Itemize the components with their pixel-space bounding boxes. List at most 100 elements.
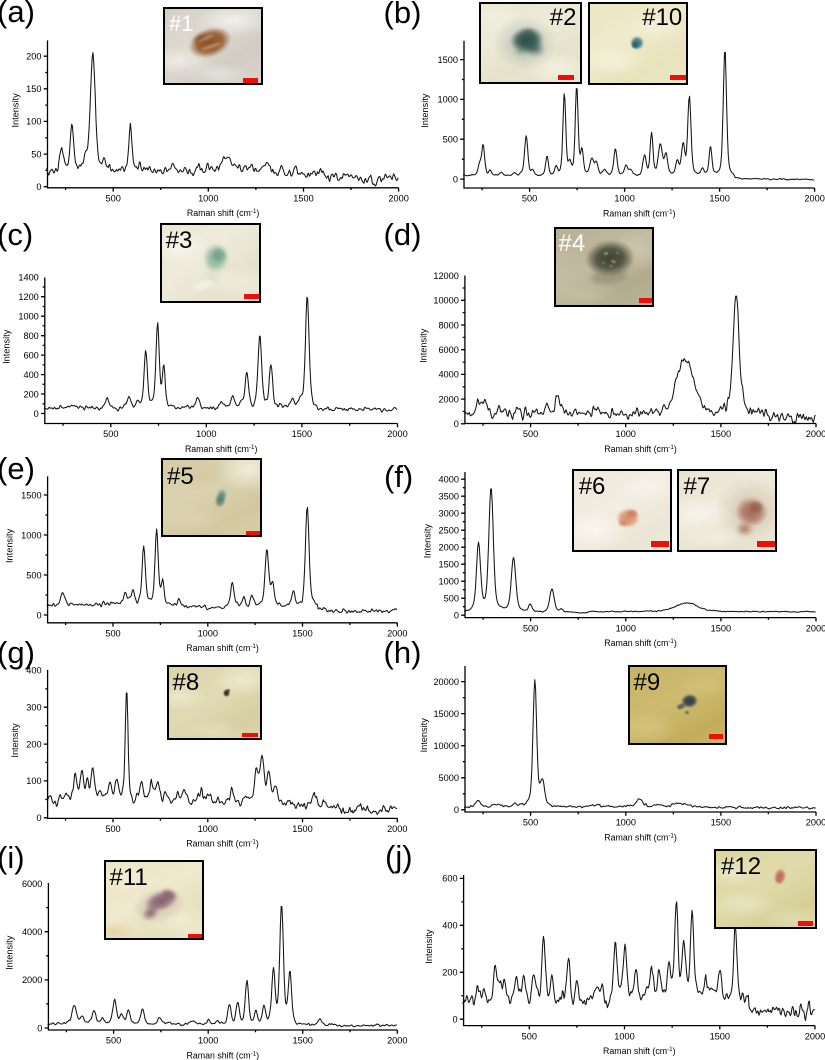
svg-text:400: 400 xyxy=(23,370,38,380)
svg-text:Intensity: Intensity xyxy=(419,328,429,363)
svg-text:1500: 1500 xyxy=(292,824,312,834)
svg-text:50: 50 xyxy=(31,149,41,159)
svg-text:Raman shift (cm-1): Raman shift (cm-1) xyxy=(186,839,259,849)
svg-text:400: 400 xyxy=(442,921,457,931)
svg-text:500: 500 xyxy=(523,429,538,439)
svg-text:1000: 1000 xyxy=(614,1031,634,1041)
svg-text:20000: 20000 xyxy=(433,677,459,687)
svg-text:500: 500 xyxy=(26,570,41,580)
svg-text:1400: 1400 xyxy=(18,273,38,283)
svg-text:0: 0 xyxy=(454,419,459,429)
svg-text:2000: 2000 xyxy=(806,623,825,633)
svg-text:3500: 3500 xyxy=(439,492,459,502)
svg-text:150: 150 xyxy=(26,84,41,94)
svg-text:0: 0 xyxy=(453,174,458,184)
svg-text:200: 200 xyxy=(26,739,41,749)
svg-text:1500: 1500 xyxy=(710,1031,730,1041)
svg-text:Raman shift (cm-1): Raman shift (cm-1) xyxy=(604,638,677,648)
svg-text:Intensity: Intensity xyxy=(10,723,20,758)
svg-text:Intensity: Intensity xyxy=(420,93,430,128)
svg-text:1000: 1000 xyxy=(196,429,216,439)
svg-text:2000: 2000 xyxy=(387,629,407,639)
svg-text:8000: 8000 xyxy=(438,320,458,330)
svg-text:2000: 2000 xyxy=(805,1031,825,1041)
svg-text:Raman shift (cm-1): Raman shift (cm-1) xyxy=(187,208,260,218)
svg-text:500: 500 xyxy=(522,194,537,204)
svg-text:1000: 1000 xyxy=(198,629,218,639)
svg-text:200: 200 xyxy=(442,968,457,978)
svg-text:500: 500 xyxy=(106,194,121,204)
svg-text:1000: 1000 xyxy=(18,312,38,322)
svg-text:500: 500 xyxy=(444,594,459,604)
svg-text:500: 500 xyxy=(106,1036,121,1046)
svg-text:200: 200 xyxy=(23,389,38,399)
svg-text:2000: 2000 xyxy=(438,394,458,404)
svg-text:300: 300 xyxy=(26,703,41,713)
svg-text:500: 500 xyxy=(523,818,538,828)
svg-text:2000: 2000 xyxy=(804,194,824,204)
svg-text:Raman shift (cm-1): Raman shift (cm-1) xyxy=(185,444,258,454)
svg-text:1500: 1500 xyxy=(711,429,731,439)
svg-text:Intensity: Intensity xyxy=(5,935,15,970)
svg-text:Raman shift (cm-1): Raman shift (cm-1) xyxy=(186,643,259,653)
svg-text:Intensity: Intensity xyxy=(5,528,15,563)
svg-text:Raman shift (cm-1): Raman shift (cm-1) xyxy=(603,1046,676,1056)
svg-text:100: 100 xyxy=(26,117,41,127)
svg-text:1000: 1000 xyxy=(198,194,218,204)
svg-text:Raman shift (cm-1): Raman shift (cm-1) xyxy=(603,208,676,218)
svg-text:1200: 1200 xyxy=(18,292,38,302)
svg-text:Intensity: Intensity xyxy=(424,929,434,964)
svg-text:1000: 1000 xyxy=(616,818,636,828)
svg-text:100: 100 xyxy=(26,776,41,786)
svg-text:1500: 1500 xyxy=(709,194,729,204)
svg-text:1500: 1500 xyxy=(292,429,312,439)
svg-text:1500: 1500 xyxy=(711,623,731,633)
svg-text:500: 500 xyxy=(522,1031,537,1041)
svg-text:400: 400 xyxy=(26,666,41,676)
svg-text:2000: 2000 xyxy=(388,194,408,204)
svg-text:10000: 10000 xyxy=(433,296,459,306)
svg-text:2000: 2000 xyxy=(806,429,825,439)
svg-text:800: 800 xyxy=(23,331,38,341)
svg-text:2000: 2000 xyxy=(387,824,407,834)
svg-text:2000: 2000 xyxy=(439,543,459,553)
svg-text:600: 600 xyxy=(23,350,38,360)
svg-text:Intensity: Intensity xyxy=(2,329,12,364)
svg-text:4000: 4000 xyxy=(438,370,458,380)
svg-text:2000: 2000 xyxy=(387,1036,407,1046)
svg-text:2000: 2000 xyxy=(22,975,42,985)
svg-text:4000: 4000 xyxy=(439,475,459,485)
svg-text:Raman shift (cm-1): Raman shift (cm-1) xyxy=(187,1050,260,1060)
svg-text:Intensity: Intensity xyxy=(11,93,21,128)
svg-text:0: 0 xyxy=(36,182,41,192)
svg-text:500: 500 xyxy=(443,135,458,145)
svg-text:5000: 5000 xyxy=(439,773,459,783)
svg-text:0: 0 xyxy=(452,1015,457,1025)
svg-text:1000: 1000 xyxy=(439,577,459,587)
svg-text:600: 600 xyxy=(442,874,457,884)
svg-text:0: 0 xyxy=(36,813,41,823)
svg-text:12000: 12000 xyxy=(433,271,459,281)
svg-text:Intensity: Intensity xyxy=(419,718,429,753)
svg-text:1500: 1500 xyxy=(21,490,41,500)
svg-text:1000: 1000 xyxy=(21,530,41,540)
svg-text:Intensity: Intensity xyxy=(422,524,432,559)
svg-text:0: 0 xyxy=(454,805,459,815)
svg-text:1500: 1500 xyxy=(438,55,458,65)
svg-text:0: 0 xyxy=(36,610,41,620)
svg-text:Raman shift (cm-1): Raman shift (cm-1) xyxy=(604,832,677,842)
svg-text:1500: 1500 xyxy=(292,629,312,639)
svg-text:200: 200 xyxy=(26,52,41,62)
svg-text:1500: 1500 xyxy=(292,1036,312,1046)
svg-text:500: 500 xyxy=(103,429,118,439)
svg-text:10000: 10000 xyxy=(433,741,459,751)
svg-text:6000: 6000 xyxy=(22,879,42,889)
svg-text:1000: 1000 xyxy=(615,429,635,439)
svg-text:2000: 2000 xyxy=(387,429,407,439)
svg-text:500: 500 xyxy=(523,623,538,633)
svg-text:6000: 6000 xyxy=(438,345,458,355)
svg-text:1000: 1000 xyxy=(198,1036,218,1046)
svg-text:500: 500 xyxy=(105,824,120,834)
svg-text:0: 0 xyxy=(454,611,459,621)
svg-text:1500: 1500 xyxy=(439,560,459,570)
